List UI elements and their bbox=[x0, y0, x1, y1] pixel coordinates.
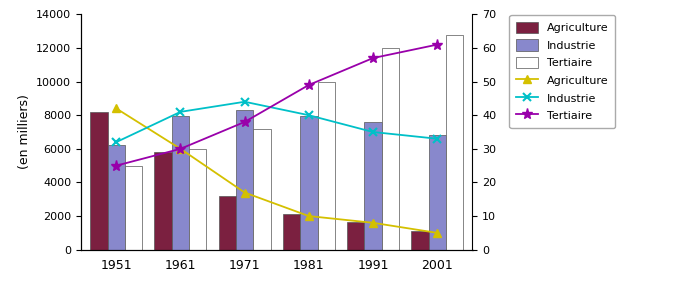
Line: Industrie: Industrie bbox=[112, 98, 441, 146]
Industrie bbox=[433, 137, 441, 140]
Agriculture bbox=[369, 221, 377, 224]
Industrie bbox=[240, 100, 248, 104]
Bar bbox=[347, 222, 364, 250]
Bar bbox=[300, 116, 317, 250]
Industrie bbox=[112, 140, 120, 144]
Bar bbox=[189, 149, 207, 250]
Bar bbox=[253, 129, 271, 250]
Bar bbox=[446, 34, 463, 250]
Line: Agriculture: Agriculture bbox=[112, 104, 441, 237]
Bar bbox=[411, 231, 429, 250]
Agriculture bbox=[176, 147, 184, 151]
Bar bbox=[90, 112, 107, 250]
Tertiaire bbox=[240, 120, 248, 124]
Bar bbox=[155, 152, 172, 250]
Agriculture bbox=[240, 191, 248, 194]
Bar bbox=[364, 122, 381, 250]
Tertiaire bbox=[112, 164, 120, 167]
Bar bbox=[381, 48, 399, 250]
Tertiaire bbox=[369, 56, 377, 60]
Bar bbox=[283, 214, 300, 250]
Industrie bbox=[369, 130, 377, 134]
Bar bbox=[317, 82, 335, 250]
Bar bbox=[219, 196, 236, 250]
Legend: Agriculture, Industrie, Tertiaire, Agriculture, Industrie, Tertiaire: Agriculture, Industrie, Tertiaire, Agric… bbox=[510, 15, 616, 128]
Bar bbox=[429, 135, 446, 250]
Bar bbox=[172, 116, 189, 250]
Industrie bbox=[176, 110, 184, 114]
Industrie bbox=[305, 113, 313, 117]
Y-axis label: (en milliers): (en milliers) bbox=[18, 95, 30, 169]
Agriculture bbox=[305, 214, 313, 218]
Tertiaire bbox=[176, 147, 184, 151]
Bar bbox=[125, 166, 142, 250]
Line: Tertiaire: Tertiaire bbox=[111, 39, 443, 171]
Agriculture bbox=[433, 231, 441, 234]
Bar bbox=[107, 146, 125, 250]
Agriculture bbox=[112, 107, 120, 110]
Tertiaire bbox=[305, 83, 313, 87]
Bar bbox=[236, 110, 253, 250]
Tertiaire bbox=[433, 43, 441, 46]
